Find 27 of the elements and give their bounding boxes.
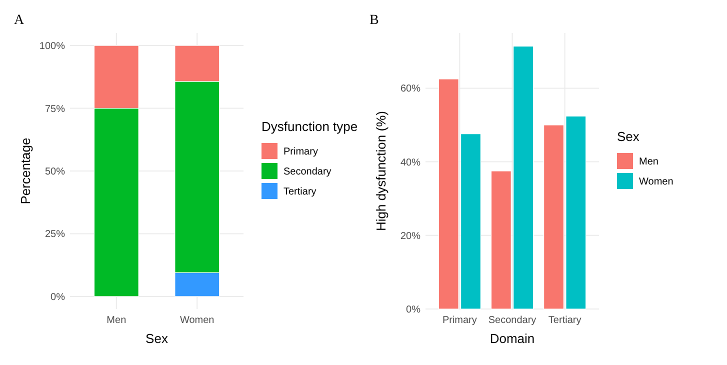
x-axis-title: Domain	[490, 331, 535, 346]
text: B	[370, 13, 379, 28]
x-axis-title: Sex	[146, 331, 168, 346]
y-axis-title: High dysfunction (%)	[374, 111, 388, 231]
y-axis-title: Percentage	[18, 138, 33, 204]
x-tick-label: Secondary	[488, 315, 536, 326]
legend-title: Sex	[617, 129, 640, 144]
legend-label: Tertiary	[284, 186, 316, 198]
legend-title: Dysfunction type	[262, 119, 358, 134]
y-tick-label: 60%	[400, 84, 421, 95]
legend-label: Secondary	[284, 166, 332, 178]
text: A	[14, 13, 25, 28]
legend-label: Women	[639, 176, 674, 188]
x-tick-label: Women	[180, 315, 214, 326]
x-tick-label: Men	[106, 315, 126, 326]
y-tick-label: 75%	[44, 104, 66, 115]
legend-label: Men	[639, 156, 658, 168]
y-tick-label: 0%	[406, 304, 421, 316]
legend-label: Primary	[284, 146, 318, 158]
x-tick-label: Tertiary	[548, 315, 582, 326]
y-tick-label: 25%	[44, 229, 66, 240]
x-tick-label: Primary	[442, 315, 477, 326]
y-tick-label: 20%	[400, 230, 421, 242]
y-tick-label: 0%	[50, 292, 66, 303]
y-tick-label: 100%	[39, 41, 66, 52]
y-tick-label: 50%	[44, 166, 66, 178]
y-tick-label: 40%	[400, 157, 421, 168]
